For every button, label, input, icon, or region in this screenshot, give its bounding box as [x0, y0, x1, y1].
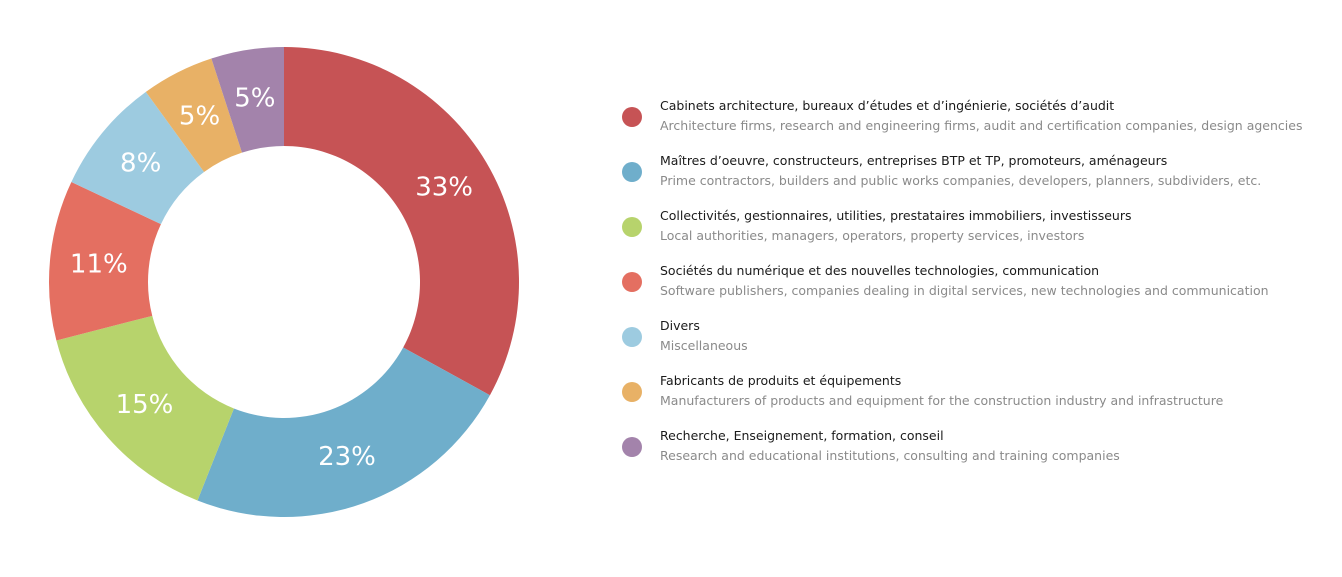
donut-chart: 33% 23% 15% 11% 8% 5% 5% [0, 0, 580, 577]
slice-percent-label: 33% [415, 172, 473, 202]
legend-label-en: Research and educational institutions, c… [660, 448, 1120, 463]
legend-swatch [622, 217, 642, 237]
legend-label-en: Manufacturers of products and equipment … [660, 393, 1224, 408]
legend: Cabinets architecture, bureaux d’études … [622, 98, 1337, 483]
legend-item: Divers Miscellaneous [622, 318, 1337, 373]
slice-percent-label: 5% [179, 101, 220, 131]
legend-item: Cabinets architecture, bureaux d’études … [622, 98, 1337, 153]
donut-slice [56, 315, 234, 501]
legend-label-en: Architecture firms, research and enginee… [660, 118, 1303, 133]
legend-item: Maîtres d’oeuvre, constructeurs, entrepr… [622, 153, 1337, 208]
legend-label-en: Local authorities, managers, operators, … [660, 228, 1085, 243]
legend-label-fr: Cabinets architecture, bureaux d’études … [660, 98, 1115, 113]
donut-slice [284, 47, 519, 396]
legend-label-fr: Fabricants de produits et équipements [660, 373, 902, 388]
legend-swatch [622, 327, 642, 347]
legend-swatch [622, 107, 642, 127]
donut-slice [71, 91, 205, 225]
slice-percent-label: 23% [318, 442, 376, 472]
legend-label-fr: Recherche, Enseignement, formation, cons… [660, 428, 944, 443]
legend-label-en: Prime contractors, builders and public w… [660, 173, 1262, 188]
slice-percent-label: 8% [120, 148, 161, 178]
donut-slice [197, 347, 490, 517]
donut-slice [211, 47, 284, 153]
legend-label-fr: Collectivités, gestionnaires, utilities,… [660, 208, 1132, 223]
legend-item: Sociétés du numérique et des nouvelles t… [622, 263, 1337, 318]
slice-percent-label: 5% [234, 83, 275, 113]
legend-item: Recherche, Enseignement, formation, cons… [622, 428, 1337, 483]
legend-item: Collectivités, gestionnaires, utilities,… [622, 208, 1337, 263]
legend-label-fr: Sociétés du numérique et des nouvelles t… [660, 263, 1100, 278]
legend-swatch [622, 272, 642, 292]
legend-label-en: Software publishers, companies dealing i… [660, 283, 1269, 298]
legend-swatch [622, 382, 642, 402]
donut-svg: 33% 23% 15% 11% 8% 5% 5% [48, 47, 519, 517]
donut-slice [48, 181, 161, 341]
legend-label-en: Miscellaneous [660, 338, 748, 353]
donut-slice [145, 58, 242, 172]
legend-swatch [622, 162, 642, 182]
legend-label-fr: Maîtres d’oeuvre, constructeurs, entrepr… [660, 153, 1168, 168]
legend-swatch [622, 437, 642, 457]
slice-percent-label: 11% [70, 249, 128, 279]
slice-percent-label: 15% [116, 390, 174, 420]
legend-item: Fabricants de produits et équipements Man… [622, 373, 1337, 428]
legend-label-fr: Divers [660, 318, 700, 333]
